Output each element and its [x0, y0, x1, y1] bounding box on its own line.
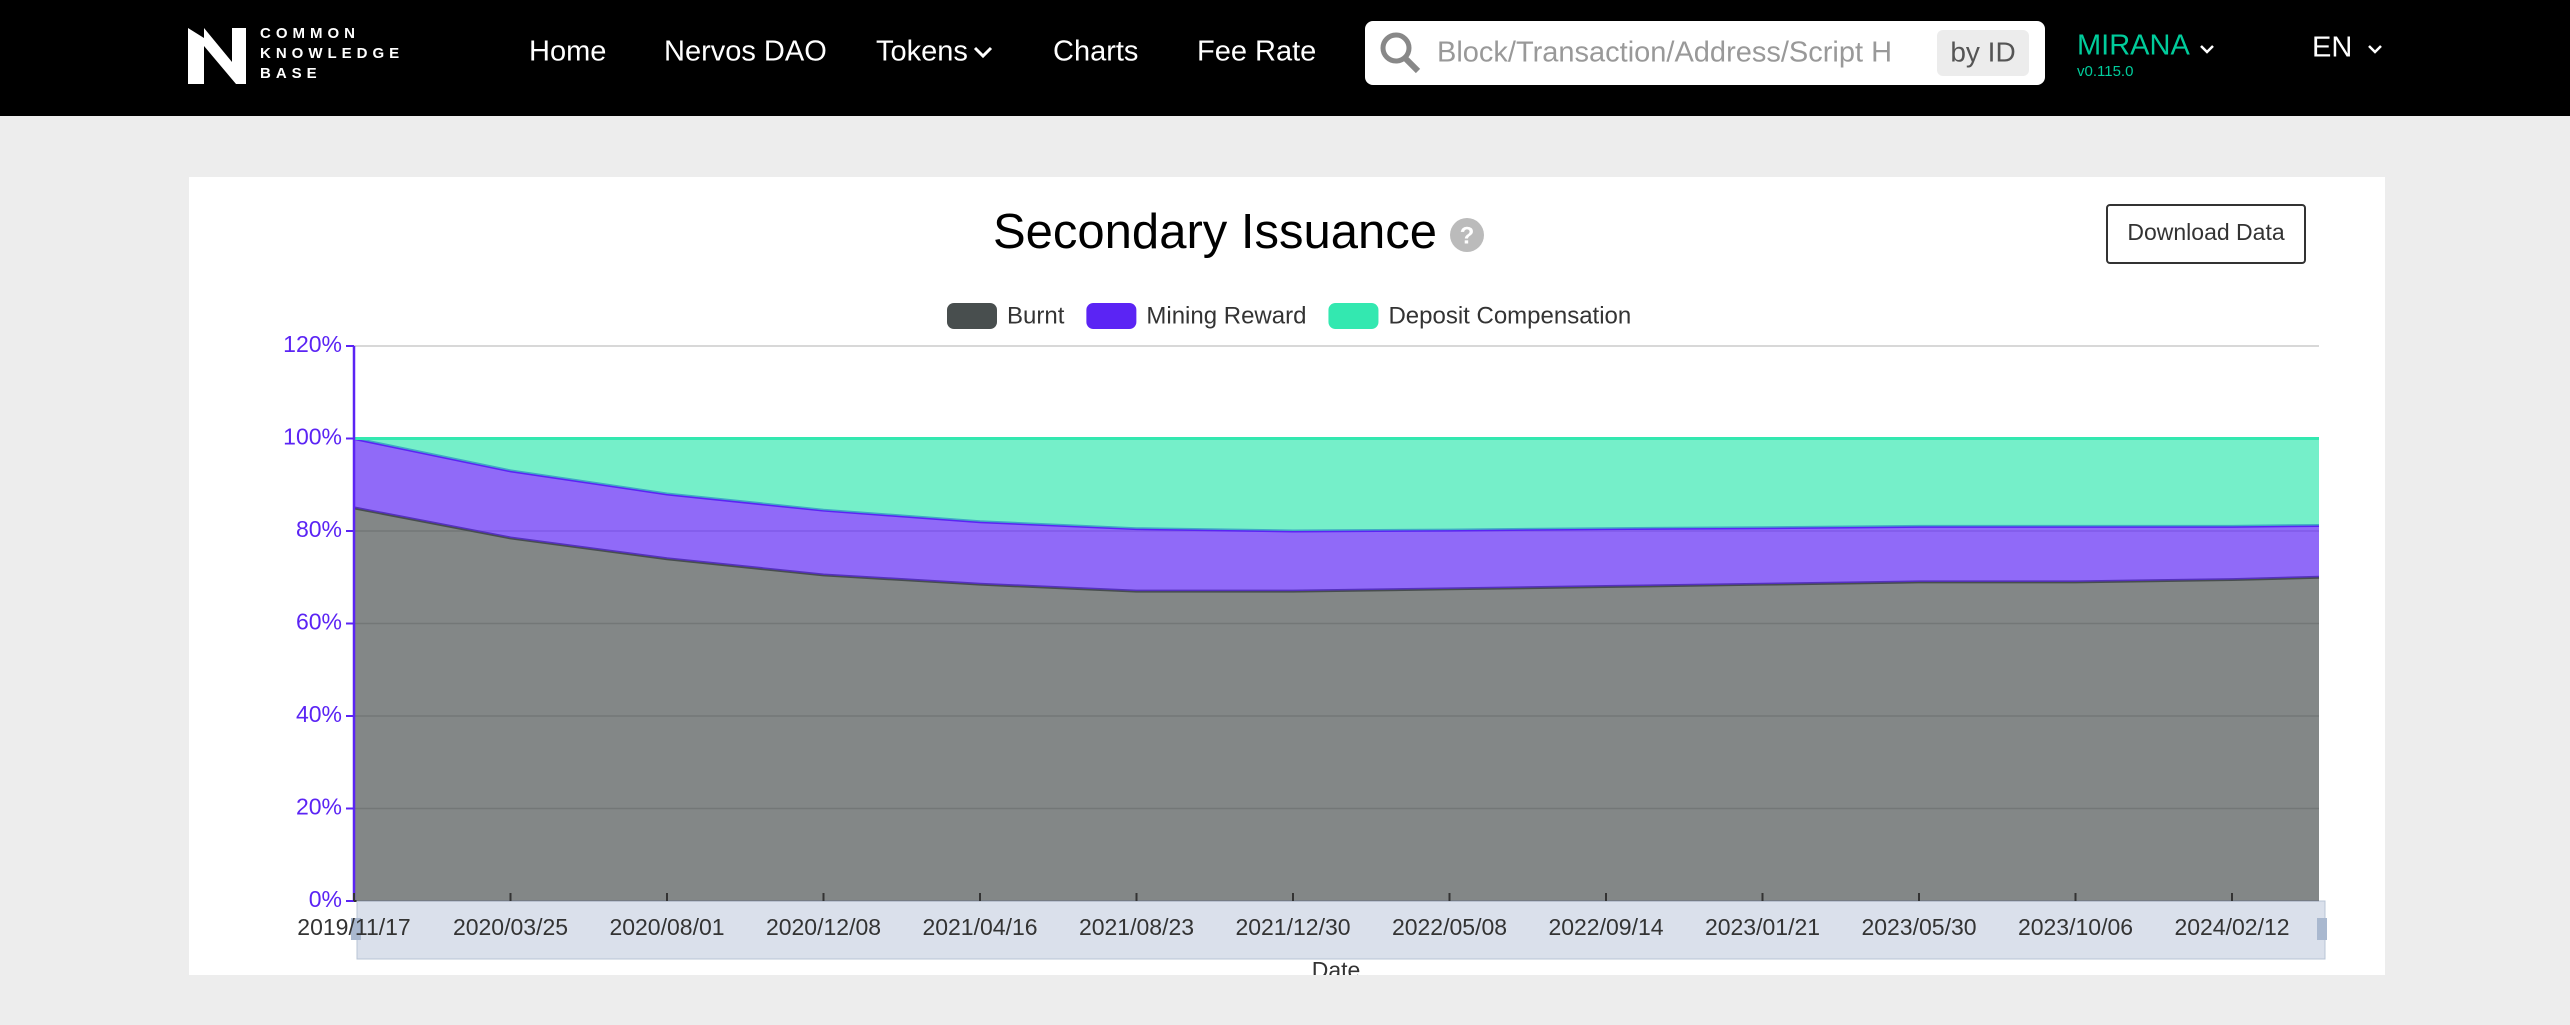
search-box[interactable]: [1365, 21, 2045, 85]
dropdown-icon: [2368, 45, 2382, 54]
logo-mark[interactable]: [188, 28, 246, 84]
language[interactable]: EN: [2312, 32, 2352, 64]
search-icon: [1402, 55, 1421, 74]
legend-label[interactable]: Burnt: [1007, 302, 1065, 329]
nav-link[interactable]: Tokens: [876, 36, 968, 68]
x-tick-label: 2022/09/14: [1548, 914, 1663, 940]
zoom-handle[interactable]: [351, 918, 361, 940]
search-mode[interactable]: [1937, 30, 2029, 76]
y-tick-label: 40%: [296, 701, 342, 727]
nav-link[interactable]: Nervos DAO: [664, 36, 827, 68]
version: v0.115.0: [2077, 63, 2133, 80]
x-tick-label: 2023/01/21: [1705, 914, 1820, 940]
area: [354, 507, 2319, 901]
legend-swatch[interactable]: [1328, 303, 1379, 329]
legend-swatch[interactable]: [1086, 303, 1137, 329]
y-tick-label: 20%: [296, 794, 342, 820]
legend-label[interactable]: Mining Reward: [1146, 302, 1306, 329]
legend-swatch[interactable]: [947, 303, 997, 329]
x-tick-label: 2023/05/30: [1861, 914, 1976, 940]
nav-link[interactable]: Fee Rate: [1197, 36, 1316, 68]
help-icon-glyph: ?: [1460, 222, 1475, 249]
search-icon: [1380, 32, 1412, 64]
x-tick-label: 2023/10/06: [2018, 914, 2133, 940]
zoom-handle[interactable]: [2317, 918, 2327, 940]
x-tick-label: 2020/03/25: [453, 914, 568, 940]
y-tick-label: 0%: [309, 886, 342, 912]
y-tick-label: 60%: [296, 609, 342, 635]
download-button-label: Download Data: [2127, 219, 2284, 245]
x-tick-label: 2021/12/30: [1235, 914, 1350, 940]
x-tick-label: 2020/12/08: [766, 914, 881, 940]
legend-label[interactable]: Deposit Compensation: [1388, 302, 1631, 329]
area: [354, 438, 2319, 592]
help-icon[interactable]: [1450, 218, 1484, 252]
network[interactable]: MIRANA: [2077, 30, 2190, 62]
search-placeholder: Block/Transaction/Address/Script H: [1437, 37, 1892, 69]
y-tick-label: 120%: [283, 331, 342, 357]
x-tick-label: 2021/08/23: [1079, 914, 1194, 940]
logo-text: COMMON: [260, 25, 360, 42]
x-tick-label: 2020/08/01: [609, 914, 724, 940]
chart: 0% 20% 40% 60% 80% 100% 120% 2019/11/17 2020/03/…: [283, 302, 2327, 983]
download-button[interactable]: [2106, 204, 2306, 264]
nav-link[interactable]: Charts: [1053, 36, 1138, 68]
logo-text: KNOWLEDGE: [260, 45, 404, 62]
y-tick-label: 80%: [296, 516, 342, 542]
dropdown-icon: [2200, 45, 2214, 54]
logo-text: BASE: [260, 65, 322, 82]
x-tick-label: 2021/04/16: [922, 914, 1037, 940]
x-tick-label: 2019/11/17: [297, 914, 410, 940]
x-tick-label: 2024/02/12: [2174, 914, 2289, 940]
chart-title: Secondary Issuance: [993, 205, 1437, 259]
nav-link[interactable]: Home: [529, 36, 606, 68]
page-background: [0, 975, 2570, 1025]
dropdown-icon: [973, 46, 993, 59]
x-tick-label: 2022/05/08: [1392, 914, 1507, 940]
search-mode-label: by ID: [1950, 36, 2015, 67]
navbar: [0, 0, 2570, 116]
y-tick-label: 100%: [283, 424, 342, 450]
area: [354, 438, 2319, 531]
